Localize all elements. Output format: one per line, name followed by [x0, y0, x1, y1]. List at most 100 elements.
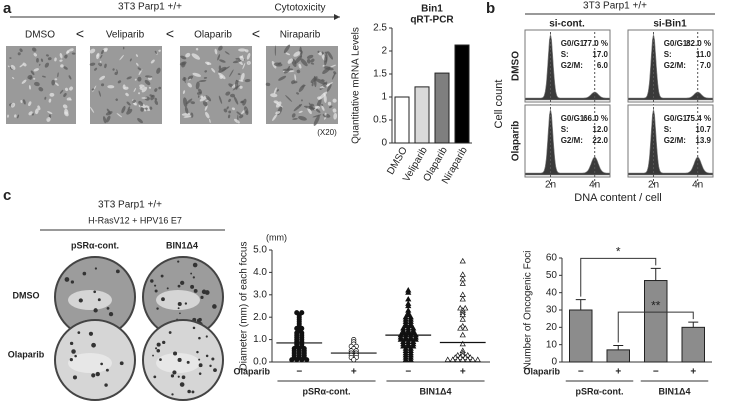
- cell: [278, 75, 287, 81]
- cell: [46, 116, 51, 122]
- focus: [69, 358, 73, 362]
- cell: [202, 100, 208, 107]
- cell: [203, 77, 208, 79]
- cell: [114, 71, 118, 76]
- cell: [98, 62, 102, 67]
- focus: [152, 354, 154, 357]
- focus: [155, 347, 158, 350]
- focus: [204, 290, 210, 295]
- y-tick-label: 30: [546, 305, 558, 316]
- cell: [102, 116, 107, 124]
- cell: [90, 106, 95, 113]
- cell: [66, 49, 70, 55]
- focus: [212, 304, 217, 309]
- focus: [170, 374, 175, 378]
- panel-header: 3T3 Parp1 +/+: [583, 1, 647, 12]
- focus: [190, 284, 195, 289]
- error-bar: [650, 267, 661, 281]
- cell: [141, 86, 148, 93]
- focus: [77, 331, 81, 335]
- cell: [190, 101, 195, 105]
- peak-label: 2n: [545, 180, 556, 191]
- focus: [186, 360, 190, 364]
- cell: [323, 94, 327, 104]
- cell: [40, 58, 44, 63]
- bar: [454, 44, 470, 144]
- stat-label: G0/G1:: [664, 39, 690, 48]
- cell: [292, 118, 298, 120]
- y-tick-label: 2.0: [253, 312, 267, 323]
- column-label: si-Bin1: [653, 19, 687, 30]
- significance-bracket: [617, 311, 694, 343]
- bar: [434, 72, 450, 144]
- cell: [236, 111, 241, 116]
- cell: [29, 76, 33, 80]
- row-label: Olaparib: [233, 366, 270, 376]
- x-tick-label: −: [653, 367, 659, 378]
- cell: [299, 104, 301, 107]
- cell: [59, 59, 63, 62]
- point: [462, 354, 469, 360]
- point: [459, 322, 466, 329]
- point: [407, 322, 414, 329]
- point: [299, 357, 305, 363]
- cell: [47, 111, 53, 114]
- cell: [34, 108, 39, 115]
- chart-subtitle: qRT-PCR: [410, 15, 454, 26]
- cell: [101, 49, 104, 55]
- focus: [162, 340, 166, 345]
- cell: [310, 58, 315, 63]
- focus: [156, 342, 161, 347]
- x-tick-label: +: [460, 367, 466, 378]
- focus: [70, 280, 74, 284]
- cell: [150, 59, 155, 64]
- cell: [198, 88, 202, 94]
- focus: [190, 272, 193, 275]
- cell: [332, 98, 337, 103]
- cell: [270, 93, 278, 98]
- cell: [310, 76, 318, 83]
- point: [459, 356, 466, 362]
- focus: [171, 393, 174, 396]
- cell: [298, 115, 307, 121]
- cell: [298, 110, 303, 113]
- x-tick-label: +: [615, 367, 621, 378]
- cell: [98, 90, 101, 97]
- y-tick-label: 1: [381, 92, 387, 103]
- point: [402, 322, 409, 329]
- point: [402, 336, 409, 342]
- cell: [133, 87, 137, 93]
- y-tick-label: 0: [381, 138, 387, 149]
- point: [457, 325, 464, 331]
- y-tick-label: 1.5: [373, 69, 387, 80]
- focus: [179, 382, 185, 387]
- cell: [71, 52, 76, 55]
- cell: [185, 98, 193, 105]
- x-tick-label: −: [578, 367, 584, 378]
- cell: [158, 49, 161, 52]
- treatment-label: Olaparib: [194, 30, 232, 41]
- cell: [187, 75, 194, 80]
- stat-label: G2/M:: [561, 136, 583, 145]
- cell: [301, 84, 306, 88]
- bar: [569, 309, 593, 363]
- order-sign: <: [166, 26, 174, 42]
- stat-label: S:: [561, 125, 569, 134]
- cell: [141, 97, 148, 99]
- stat-label: S:: [664, 125, 672, 134]
- cell: [287, 58, 294, 64]
- focus: [154, 284, 157, 287]
- cell: [234, 118, 240, 124]
- focus: [97, 298, 101, 302]
- cell: [63, 92, 67, 98]
- cell: [105, 111, 113, 116]
- cell: [126, 76, 132, 80]
- panel-label: c: [3, 187, 11, 204]
- focus: [71, 349, 76, 354]
- cell: [310, 62, 315, 65]
- cell: [154, 88, 158, 92]
- group-label: BIN1Δ4: [659, 386, 691, 396]
- cell: [33, 68, 39, 72]
- treatment-label: DMSO: [25, 30, 55, 41]
- cell: [328, 105, 333, 109]
